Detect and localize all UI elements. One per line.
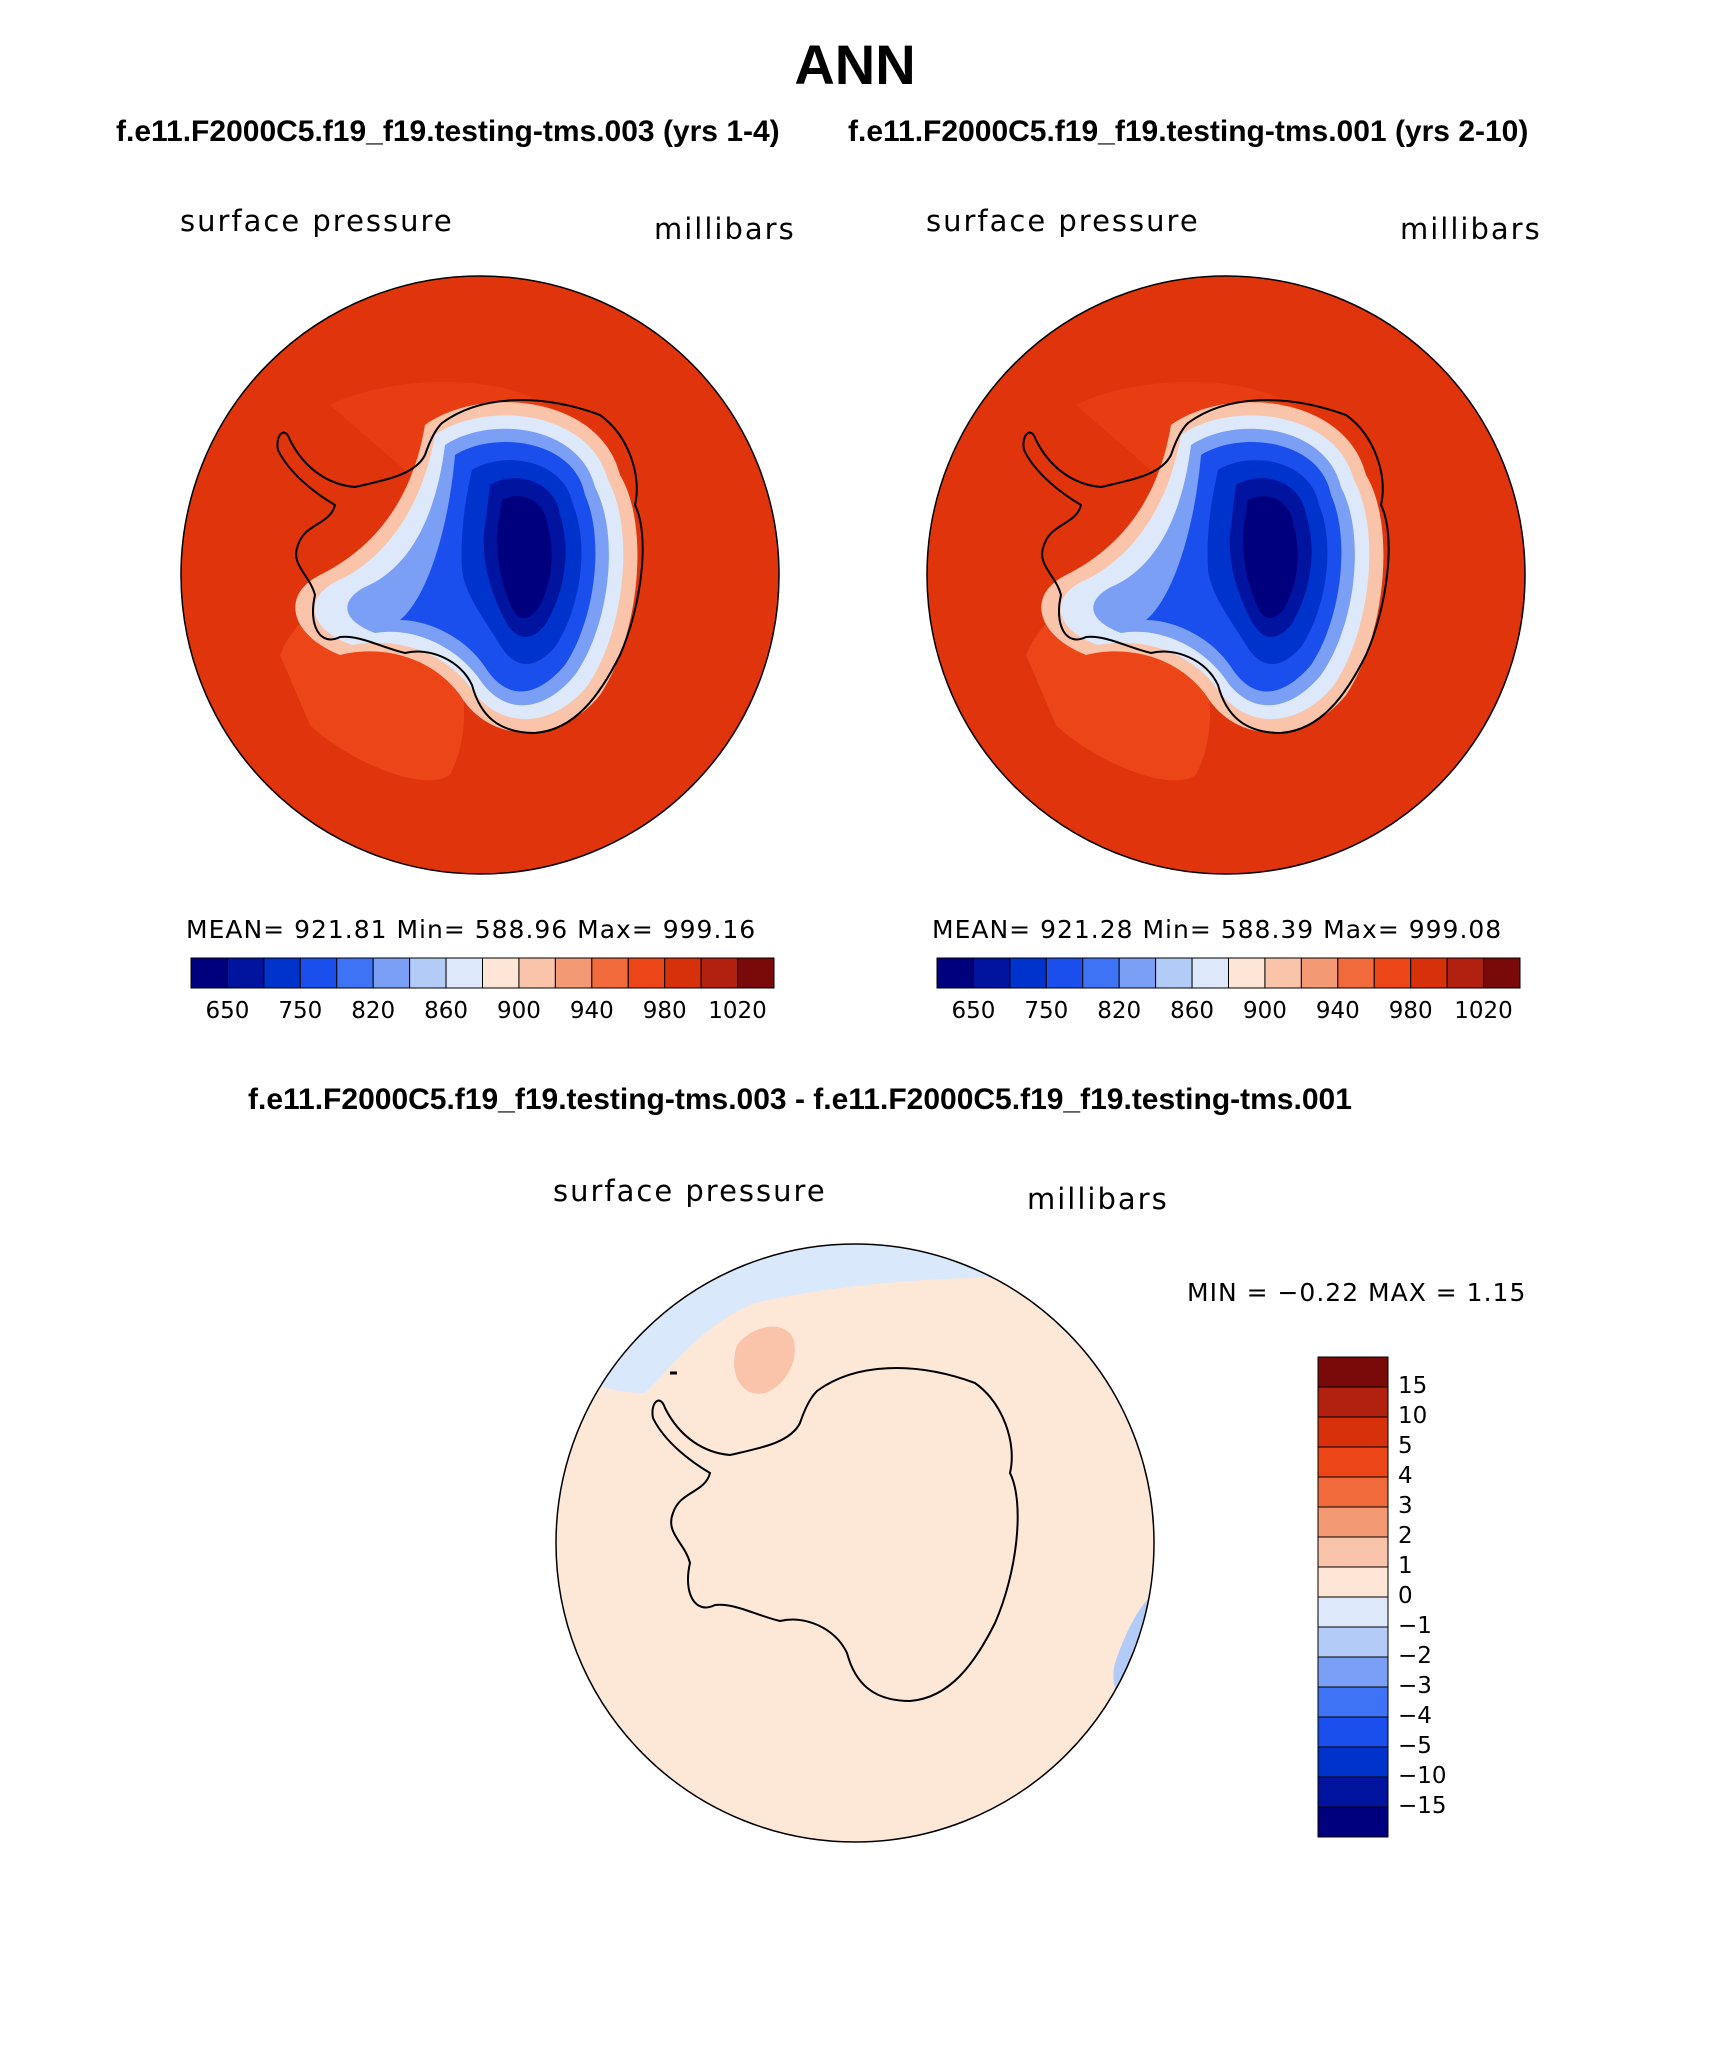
panel-b-variable: surface pressure xyxy=(926,204,1200,238)
colorbar-swatch xyxy=(1118,957,1157,989)
colorbar-b xyxy=(936,957,1521,989)
colorbar-swatch xyxy=(936,957,974,989)
panel-b-units: millibars xyxy=(1400,212,1542,246)
colorbar-swatch xyxy=(737,957,775,989)
colorbar-swatch xyxy=(1317,1686,1389,1718)
colorbar-swatch xyxy=(1317,1716,1389,1748)
colorbar-tick-label: 820 xyxy=(351,998,396,1024)
diff-units: millibars xyxy=(1027,1182,1169,1216)
colorbar-tick-label: 10 xyxy=(1398,1403,1428,1429)
colorbar-swatch xyxy=(409,957,447,989)
colorbar-swatch xyxy=(1317,1536,1389,1568)
colorbar-swatch xyxy=(1264,957,1302,989)
colorbar-swatch xyxy=(664,957,702,989)
colorbar-tick-label: 940 xyxy=(569,998,614,1024)
colorbar-swatch xyxy=(263,957,301,989)
colorbar-tick-label: 750 xyxy=(278,998,323,1024)
colorbar-tick-label: −4 xyxy=(1398,1703,1432,1729)
colorbar-swatch xyxy=(482,957,520,989)
colorbar-swatch xyxy=(226,957,265,989)
difference-header: f.e11.F2000C5.f19_f19.testing-tms.003 - … xyxy=(248,1083,1352,1116)
colorbar-swatch xyxy=(1317,1416,1389,1448)
panel-b-stats: MEAN= 921.28 Min= 588.39 Max= 999.08 xyxy=(932,915,1503,944)
colorbar-swatch xyxy=(1317,1446,1389,1478)
colorbar-swatch xyxy=(336,957,374,989)
colorbar-swatch xyxy=(1317,1476,1389,1508)
colorbar-tick-label: −5 xyxy=(1398,1733,1432,1759)
colorbar-tick-label: 0 xyxy=(1398,1583,1413,1609)
colorbar-swatch xyxy=(1317,1776,1389,1808)
colorbar-tick-label: 1 xyxy=(1398,1553,1413,1579)
colorbar-swatch xyxy=(1410,957,1448,989)
colorbar-swatch xyxy=(1045,957,1084,989)
colorbar-tick-label: 820 xyxy=(1097,998,1142,1024)
colorbar-swatch xyxy=(372,957,411,989)
colorbar-swatch xyxy=(1317,1386,1389,1418)
colorbar-swatch xyxy=(1337,957,1375,989)
colorbar-swatch xyxy=(1317,1596,1389,1628)
map-panel-b xyxy=(926,275,1526,875)
colorbar-swatch xyxy=(627,957,666,989)
colorbar-swatch xyxy=(1228,957,1266,989)
map-difference xyxy=(555,1243,1155,1843)
colorbar-tick-label: −15 xyxy=(1398,1793,1447,1819)
colorbar-tick-label: 650 xyxy=(205,998,250,1024)
colorbar-tick-label: 5 xyxy=(1398,1433,1413,1459)
colorbar-tick-label: 900 xyxy=(496,998,541,1024)
colorbar-swatch xyxy=(1317,1626,1389,1658)
panel-a-units: millibars xyxy=(654,212,796,246)
colorbar-a xyxy=(190,957,775,989)
page-title: ANN xyxy=(794,33,916,96)
colorbar-tick-label: 15 xyxy=(1398,1373,1428,1399)
colorbar-swatch xyxy=(299,957,338,989)
colorbar-swatch xyxy=(1191,957,1229,989)
colorbar-swatch xyxy=(1317,1656,1389,1688)
colorbar-tick-label: 1020 xyxy=(1454,998,1513,1024)
colorbar-tick-label: 860 xyxy=(424,998,469,1024)
colorbar-tick-label: 650 xyxy=(951,998,996,1024)
case-a-header: f.e11.F2000C5.f19_f19.testing-tms.003 (y… xyxy=(116,115,780,148)
colorbar-swatch xyxy=(1446,957,1485,989)
colorbar-swatch xyxy=(1300,957,1339,989)
colorbar-swatch xyxy=(518,957,556,989)
colorbar-tick-label: 750 xyxy=(1024,998,1069,1024)
colorbar-tick-label: −1 xyxy=(1398,1613,1432,1639)
colorbar-swatch xyxy=(1317,1566,1389,1598)
colorbar-swatch xyxy=(1082,957,1120,989)
map-panel-a xyxy=(180,275,780,875)
colorbar-tick-label: −3 xyxy=(1398,1673,1432,1699)
colorbar-tick-label: 860 xyxy=(1170,998,1215,1024)
colorbar-swatch xyxy=(700,957,739,989)
case-b-header: f.e11.F2000C5.f19_f19.testing-tms.001 (y… xyxy=(848,115,1529,148)
colorbar-swatch xyxy=(445,957,483,989)
colorbar-swatch xyxy=(1317,1506,1389,1538)
colorbar-swatch xyxy=(190,957,228,989)
colorbar-tick-label: 980 xyxy=(1388,998,1433,1024)
colorbar-swatch xyxy=(1373,957,1412,989)
colorbar-swatch xyxy=(554,957,593,989)
panel-a-variable: surface pressure xyxy=(180,204,454,238)
colorbar-tick-label: 980 xyxy=(642,998,687,1024)
colorbar-tick-label: 940 xyxy=(1315,998,1360,1024)
colorbar-tick-label: 3 xyxy=(1398,1493,1413,1519)
colorbar-swatch xyxy=(1155,957,1193,989)
colorbar-difference xyxy=(1317,1356,1389,1838)
colorbar-swatch xyxy=(1317,1806,1389,1838)
colorbar-swatch xyxy=(1317,1356,1389,1388)
diff-variable: surface pressure xyxy=(553,1174,827,1208)
colorbar-tick-label: 1020 xyxy=(708,998,767,1024)
colorbar-swatch xyxy=(591,957,629,989)
colorbar-tick-label: −10 xyxy=(1398,1763,1447,1789)
colorbar-swatch xyxy=(1009,957,1047,989)
colorbar-swatch xyxy=(1483,957,1521,989)
diff-stats: MIN = −0.22 MAX = 1.15 xyxy=(1187,1278,1527,1307)
colorbar-tick-label: 900 xyxy=(1242,998,1287,1024)
colorbar-tick-label: −2 xyxy=(1398,1643,1432,1669)
colorbar-tick-label: 2 xyxy=(1398,1523,1413,1549)
colorbar-tick-label: 4 xyxy=(1398,1463,1413,1489)
colorbar-swatch xyxy=(972,957,1011,989)
panel-a-stats: MEAN= 921.81 Min= 588.96 Max= 999.16 xyxy=(186,915,757,944)
colorbar-swatch xyxy=(1317,1746,1389,1778)
